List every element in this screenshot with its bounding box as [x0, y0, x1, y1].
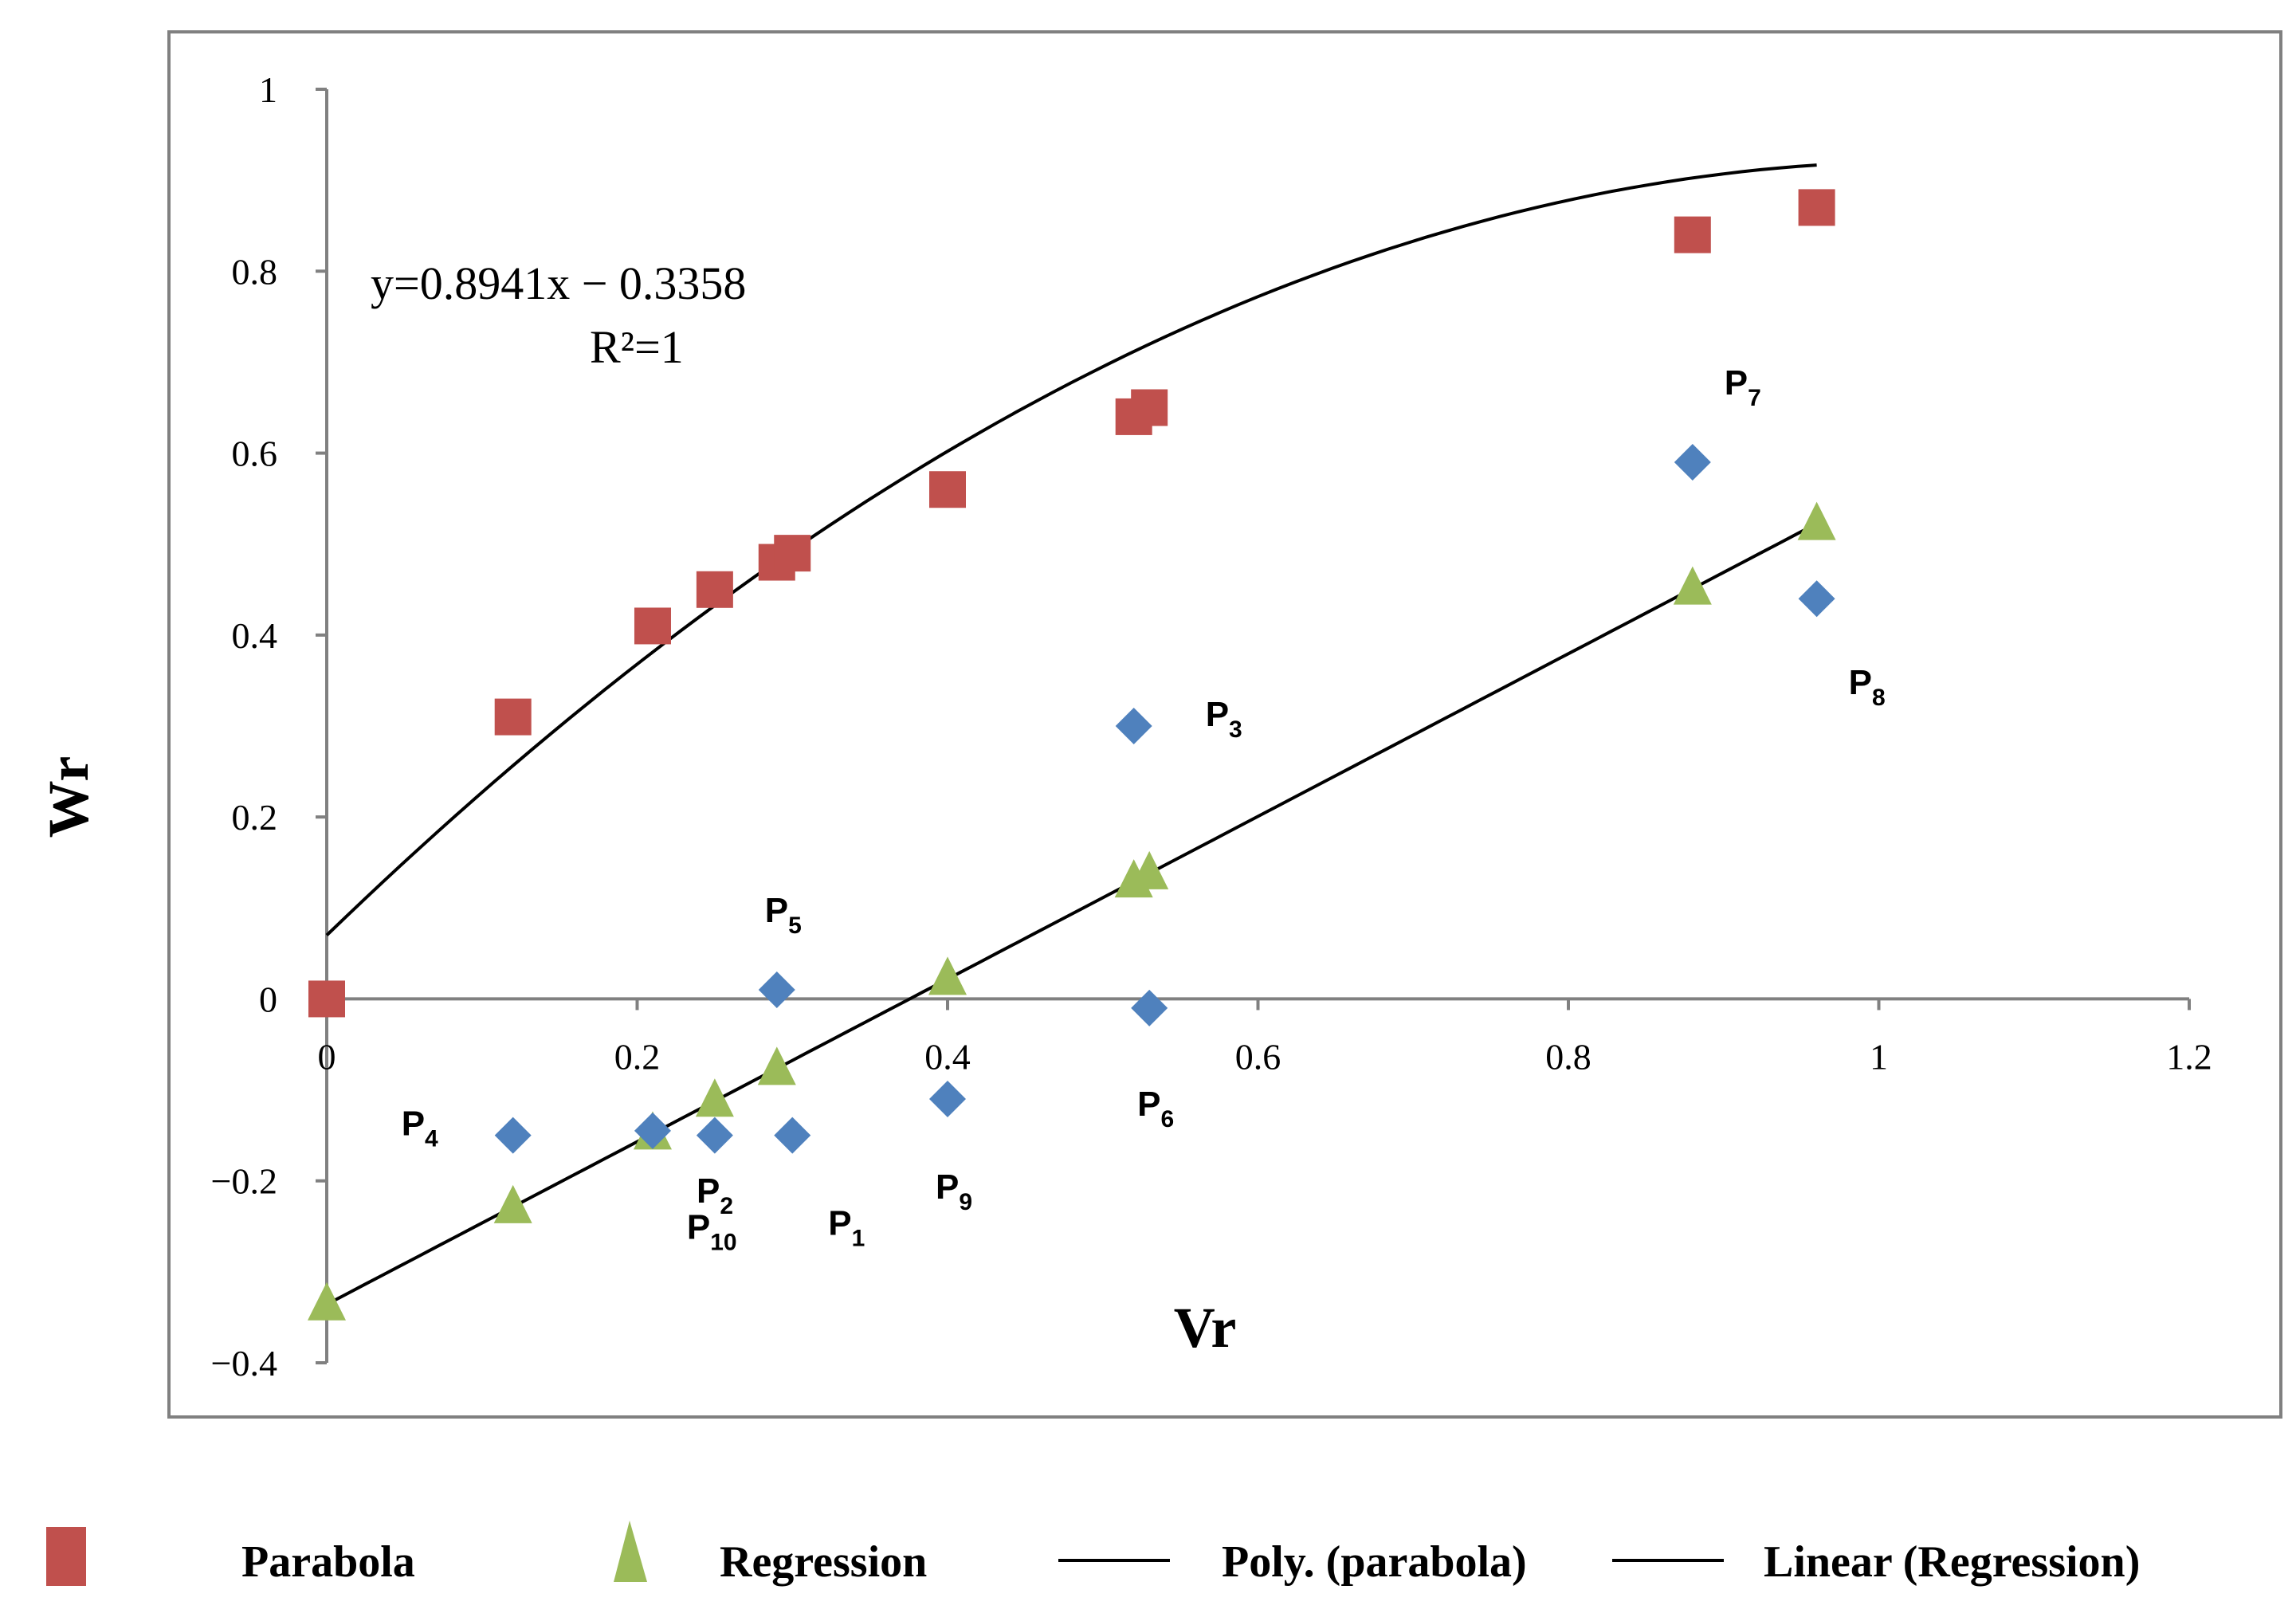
observed-point [774, 1117, 811, 1154]
regression-point [757, 1046, 796, 1085]
regression-point [695, 1078, 734, 1117]
regression-point [493, 1184, 532, 1223]
parabola-point [634, 607, 671, 645]
point-label-p6: P6 [1137, 1085, 1174, 1132]
observed-point [494, 1117, 532, 1154]
x-tick-label: 0.8 [1545, 1036, 1592, 1077]
y-tick-label: 1 [259, 69, 277, 110]
x-tick-label: 0.4 [924, 1036, 971, 1077]
point-label-p3: P3 [1206, 695, 1242, 743]
regression-point [1130, 850, 1169, 889]
parabola-point [1131, 389, 1168, 426]
legend-parabola-swatch [46, 1527, 86, 1586]
observed-point [1674, 443, 1711, 481]
equation-label: y=0.8941x − 0.3358 [371, 257, 746, 309]
regression-point [1673, 566, 1712, 605]
parabola-point [696, 571, 733, 608]
x-tick-label: 0.2 [614, 1036, 661, 1077]
parabola-point [308, 980, 345, 1018]
y-tick-label: 0.2 [232, 797, 278, 838]
legend: Parabola Regression Poly. (parabola) Lin… [46, 1521, 2140, 1587]
point-label-p5: P5 [765, 891, 802, 939]
regression-point [308, 1281, 346, 1321]
parabola-point [1674, 216, 1711, 253]
y-tick-label: −0.2 [211, 1161, 277, 1202]
y-tick-label: 0 [259, 979, 277, 1019]
regression-point [1797, 501, 1836, 540]
y-tick-label: 0.8 [232, 251, 278, 292]
trendlines [325, 163, 1818, 1306]
markers [308, 189, 1836, 1321]
legend-linear-label: Linear (Regression) [1764, 1537, 2140, 1587]
observed-point [634, 1112, 671, 1149]
parabola-point [1798, 189, 1835, 226]
observed-point [1115, 708, 1152, 744]
plot-frame [167, 30, 2282, 1419]
regression-point [928, 956, 967, 995]
legend-poly-label: Poly. (parabola) [1222, 1537, 1527, 1587]
x-tick-label: 0 [318, 1036, 336, 1077]
y-tick-label: 0.6 [232, 434, 278, 474]
x-axis-title: Vr [1174, 1296, 1237, 1360]
y-tick-label: 0.4 [232, 615, 278, 656]
x-tick-label: 1.2 [2166, 1036, 2212, 1077]
point-label-p7: P7 [1725, 363, 1761, 411]
trendline-linear [326, 522, 1818, 1306]
point-label-p8: P8 [1849, 663, 1886, 711]
legend-regression-label: Regression [720, 1537, 927, 1587]
r-squared-label: R²=1 [590, 321, 684, 373]
y-axis-title: Wr [37, 756, 100, 838]
observed-point [929, 1080, 966, 1117]
observed-point [696, 1117, 733, 1154]
x-tick-label: 0.6 [1235, 1036, 1281, 1077]
point-label-p9: P9 [936, 1168, 972, 1215]
point-label-p1: P1 [828, 1204, 865, 1252]
observed-point [1131, 989, 1168, 1026]
observed-point [1798, 580, 1835, 618]
point-label-p4: P4 [402, 1105, 438, 1152]
y-tick-label: −0.4 [211, 1343, 277, 1384]
trendline-polynomial [325, 163, 1817, 936]
legend-regression-swatch [614, 1521, 647, 1582]
parabola-point [929, 471, 966, 508]
observed-point [758, 971, 795, 1009]
parabola-point [774, 535, 811, 572]
axes: −0.4 −0.2 0 0.2 0.4 0.6 0.8 1 0 0.2 0.4 0.6 0.8 1 1.2 [211, 69, 2212, 1384]
parabola-point [494, 698, 532, 736]
x-tick-label: 1 [1870, 1036, 1888, 1077]
legend-parabola-label: Parabola [241, 1537, 415, 1587]
